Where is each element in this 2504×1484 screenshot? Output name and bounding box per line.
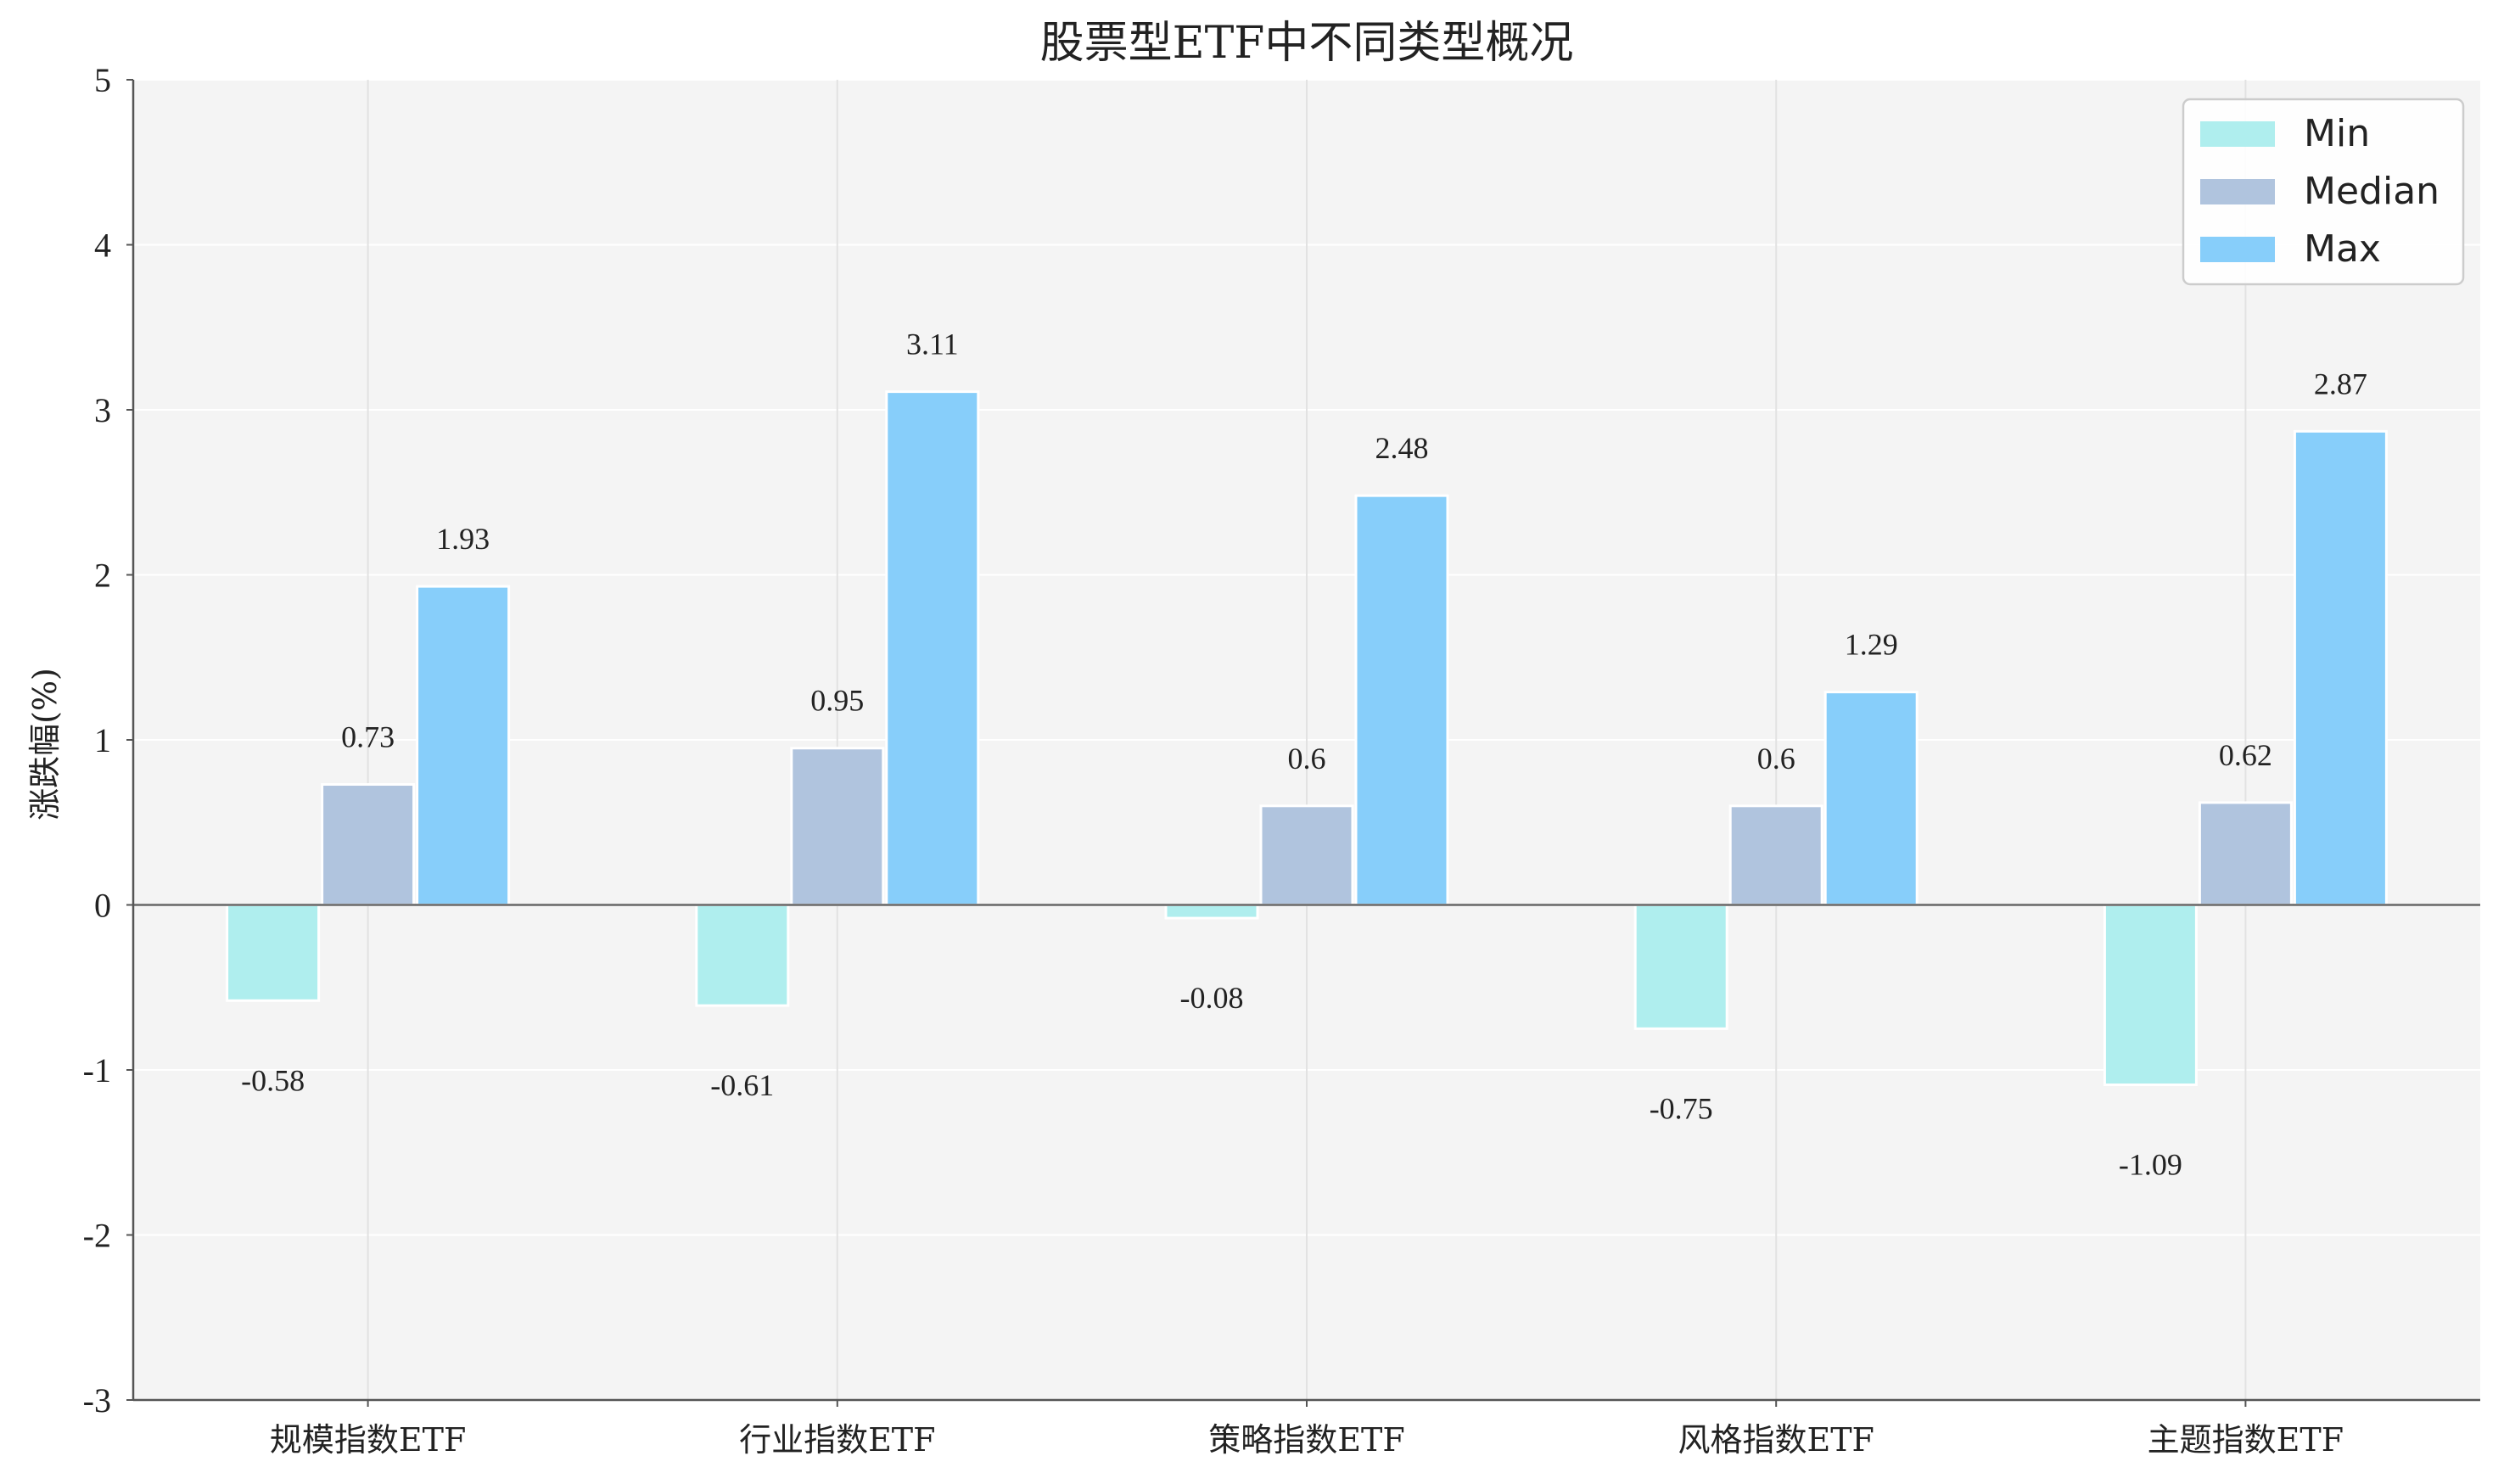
y-tick-label: 2 bbox=[94, 557, 111, 595]
legend-label-min: Min bbox=[2304, 112, 2370, 155]
legend-label-max: Max bbox=[2304, 227, 2381, 271]
bar-min-5 bbox=[2103, 904, 2198, 1087]
y-tick-label: 4 bbox=[94, 227, 111, 265]
bar-max-3 bbox=[1354, 494, 1449, 906]
bar-median-2 bbox=[790, 747, 885, 906]
y-tick-label: 5 bbox=[94, 61, 111, 99]
legend-swatch-median bbox=[2200, 179, 2275, 204]
y-tick-label: -2 bbox=[83, 1217, 111, 1255]
legend-label-median: Median bbox=[2304, 170, 2440, 213]
bar-min-3 bbox=[1164, 904, 1259, 920]
data-label: 2.48 bbox=[1375, 431, 1429, 465]
bar-median-4 bbox=[1728, 804, 1823, 906]
x-tick-label: 策略指数ETF bbox=[1208, 1421, 1404, 1459]
data-label: 1.93 bbox=[436, 522, 490, 556]
bar-min-4 bbox=[1633, 904, 1728, 1030]
y-axis-label: 涨跌幅(%) bbox=[26, 668, 64, 820]
bar-max-2 bbox=[885, 390, 980, 907]
data-label: 3.11 bbox=[906, 328, 959, 361]
bar-median-1 bbox=[321, 783, 416, 907]
y-tick-label: 1 bbox=[94, 721, 111, 759]
y-tick-label: -3 bbox=[83, 1381, 111, 1420]
data-label: -1.09 bbox=[2119, 1148, 2182, 1182]
bar-median-3 bbox=[1259, 804, 1354, 906]
legend-swatch-max bbox=[2200, 237, 2275, 262]
bar-max-5 bbox=[2293, 429, 2388, 907]
x-tick-label: 风格指数ETF bbox=[1678, 1421, 1874, 1459]
data-label: 0.62 bbox=[2219, 738, 2272, 772]
bar-min-1 bbox=[226, 904, 321, 1002]
bar-max-1 bbox=[416, 585, 511, 906]
legend-swatch-min bbox=[2200, 121, 2275, 147]
y-tick-label: -1 bbox=[83, 1051, 111, 1089]
data-label: 0.6 bbox=[1757, 742, 1795, 776]
data-label: -0.61 bbox=[710, 1068, 774, 1102]
data-label: -0.58 bbox=[241, 1063, 305, 1097]
y-tick-label: 0 bbox=[94, 887, 111, 925]
bar-max-4 bbox=[1823, 691, 1919, 906]
y-tick-label: 3 bbox=[94, 391, 111, 429]
x-tick-label: 规模指数ETF bbox=[270, 1421, 466, 1459]
data-label: 0.6 bbox=[1288, 742, 1326, 776]
data-label: 2.87 bbox=[2314, 367, 2367, 400]
data-label: -0.75 bbox=[1650, 1091, 1713, 1125]
x-tick-label: 行业指数ETF bbox=[739, 1421, 935, 1459]
data-label: 0.73 bbox=[341, 720, 395, 754]
x-tick-label: 主题指数ETF bbox=[2148, 1421, 2344, 1459]
chart-title: 股票型ETF中不同类型概况 bbox=[1040, 18, 1574, 69]
data-label: -0.08 bbox=[1180, 981, 1244, 1015]
data-label: 1.29 bbox=[1845, 628, 1898, 662]
bar-median-5 bbox=[2198, 801, 2293, 906]
data-label: 0.95 bbox=[810, 684, 864, 718]
bar-min-2 bbox=[695, 904, 790, 1007]
